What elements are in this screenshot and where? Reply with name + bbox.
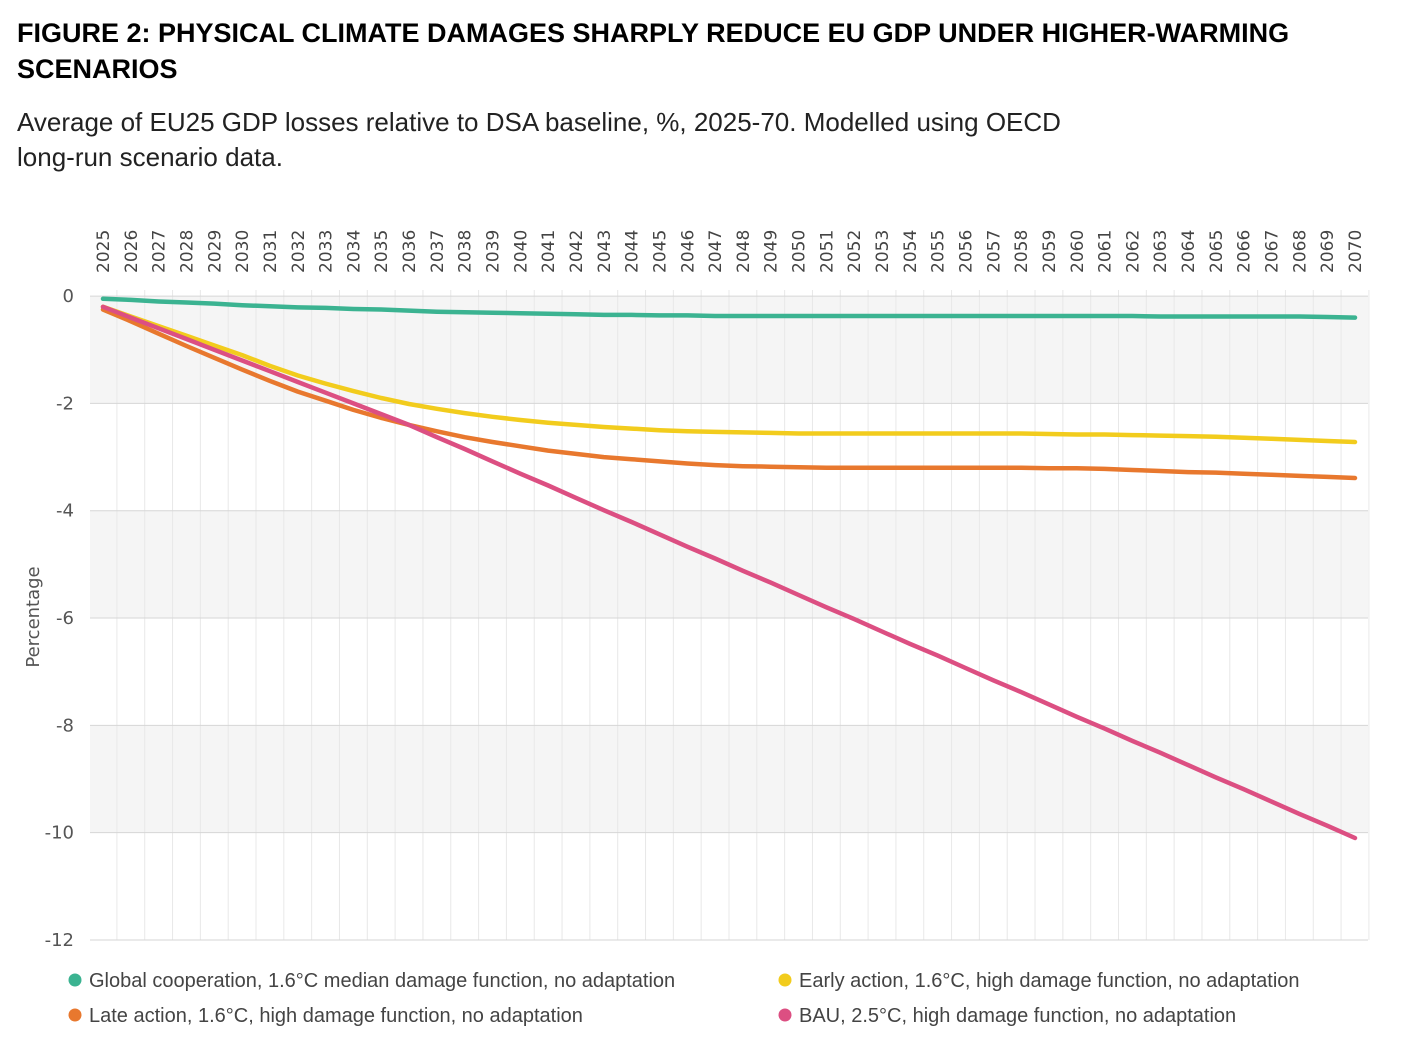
x-tick-label: 2054 — [901, 230, 921, 273]
legend-label: Late action, 1.6°C, high damage function… — [89, 1005, 583, 1027]
legend-marker — [778, 1008, 792, 1022]
legend-label: Global cooperation, 1.6°C median damage … — [89, 970, 675, 992]
x-tick-label: 2025 — [94, 230, 114, 273]
legend-marker — [68, 973, 82, 987]
legend-label: BAU, 2.5°C, high damage function, no ada… — [799, 1005, 1236, 1027]
legend-label: Early action, 1.6°C, high damage functio… — [799, 970, 1300, 992]
x-tick-label: 2027 — [150, 230, 170, 273]
y-tick-label: -6 — [56, 608, 74, 629]
x-tick-label: 2042 — [567, 230, 587, 273]
y-tick-label: -10 — [45, 823, 74, 844]
x-tick-label: 2028 — [177, 230, 197, 273]
x-tick-label: 2057 — [984, 230, 1004, 273]
series-line — [100, 304, 1358, 445]
x-tick-label: 2043 — [595, 230, 615, 273]
x-tick-label: 2050 — [790, 230, 810, 273]
x-tick-label: 2039 — [484, 230, 504, 273]
x-tick-label: 2048 — [734, 230, 754, 273]
x-tick-label: 2035 — [372, 230, 392, 273]
x-tick-label: 2046 — [678, 230, 698, 273]
legend-marker — [68, 1008, 82, 1022]
y-tick-label: 0 — [63, 286, 74, 307]
x-tick-label: 2063 — [1151, 230, 1171, 273]
x-tick-label: 2053 — [873, 230, 893, 273]
x-tick-label: 2047 — [706, 230, 726, 273]
x-tick-label: 2052 — [845, 230, 865, 273]
x-tick-label: 2067 — [1263, 230, 1283, 273]
x-tick-label: 2034 — [344, 230, 364, 273]
x-tick-label: 2030 — [233, 230, 253, 273]
x-tick-label: 2051 — [817, 230, 837, 273]
x-tick-label: 2029 — [205, 230, 225, 273]
y-tick-label: -4 — [56, 501, 74, 522]
x-tick-label: 2064 — [1179, 230, 1199, 273]
x-tick-label: 2032 — [289, 230, 309, 273]
series-line — [100, 307, 1358, 481]
y-tick-label: -12 — [45, 930, 74, 951]
y-tick-label: -8 — [56, 715, 74, 736]
x-tick-label: 2058 — [1012, 230, 1032, 273]
x-tick-label: 2055 — [929, 230, 949, 273]
x-tick-label: 2068 — [1290, 230, 1310, 273]
x-tick-label: 2049 — [762, 230, 782, 273]
chart-title: FIGURE 2: PHYSICAL CLIMATE DAMAGES SHARP… — [17, 18, 1289, 48]
x-tick-label: 2061 — [1096, 230, 1116, 273]
x-tick-label: 2031 — [261, 230, 281, 273]
y-axis-label: Percentage — [23, 566, 44, 667]
x-tick-label: 2040 — [511, 230, 531, 273]
chart-title: SCENARIOS — [17, 54, 178, 84]
series-line — [100, 296, 1358, 320]
x-tick-label: 2059 — [1040, 230, 1060, 273]
chart-subtitle: Average of EU25 GDP losses relative to D… — [17, 107, 1061, 137]
series-line — [100, 304, 1358, 841]
x-tick-label: 2045 — [650, 230, 670, 273]
x-tick-label: 2070 — [1346, 230, 1366, 273]
x-tick-label: 2069 — [1318, 230, 1338, 273]
x-tick-label: 2026 — [122, 230, 142, 273]
x-tick-label: 2044 — [623, 230, 643, 273]
x-tick-label: 2037 — [428, 230, 448, 273]
x-tick-label: 2056 — [956, 230, 976, 273]
x-tick-label: 2065 — [1207, 230, 1227, 273]
x-tick-label: 2066 — [1235, 230, 1255, 273]
legend-marker — [778, 973, 792, 987]
y-tick-label: -2 — [56, 393, 74, 414]
x-tick-label: 2038 — [456, 230, 476, 273]
chart-subtitle: long-run scenario data. — [17, 142, 283, 172]
x-tick-label: 2036 — [400, 230, 420, 273]
x-tick-label: 2060 — [1068, 230, 1088, 273]
x-tick-label: 2062 — [1123, 230, 1143, 273]
x-tick-label: 2033 — [317, 230, 337, 273]
x-tick-label: 2041 — [539, 230, 559, 273]
